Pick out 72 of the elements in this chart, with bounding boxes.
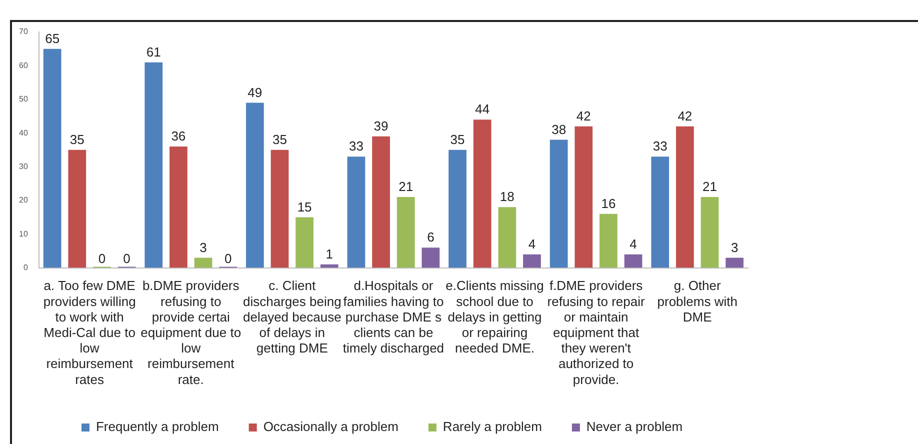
y-tick-label: 40 (18, 128, 28, 138)
x-tick-label: d.Hospitals or families having to purchase DME s clients can be timely discharged (342, 278, 444, 356)
legend-label: Occasionally a problem (263, 419, 398, 434)
bar (676, 126, 694, 268)
data-label: 44 (475, 102, 490, 117)
data-label: 18 (500, 189, 514, 204)
data-label: 39 (374, 118, 388, 134)
data-label: 1 (326, 246, 333, 262)
data-label: 65 (45, 30, 60, 46)
bar (523, 254, 541, 268)
data-label: 6 (427, 230, 434, 245)
bar (170, 146, 188, 268)
data-label: 21 (398, 179, 414, 194)
y-tick-label: 60 (18, 60, 28, 70)
data-label: 49 (248, 84, 262, 100)
data-label: 4 (528, 236, 536, 252)
bar (194, 258, 212, 268)
x-tick-label: c. Client discharges being delayed because of delays in getting DME (242, 278, 342, 356)
data-label: 4 (630, 236, 637, 252)
data-label: 21 (702, 179, 717, 194)
data-label: 15 (297, 199, 312, 214)
data-label: 42 (576, 108, 591, 124)
bar (600, 214, 618, 268)
bar (550, 140, 568, 268)
bar (498, 207, 516, 268)
y-tick-label: 50 (18, 94, 28, 104)
x-tick-label: b.DME providers refusing to provide certai equipment due to low reimbursement rate. (140, 278, 242, 387)
data-label: 33 (652, 138, 668, 154)
bar (246, 102, 264, 268)
bar (448, 150, 466, 268)
y-tick-label: 30 (18, 162, 28, 171)
bar (700, 197, 719, 268)
bar (422, 248, 440, 268)
bar (396, 197, 415, 268)
bar (473, 120, 492, 268)
data-label: 38 (552, 122, 566, 137)
data-label: 36 (171, 128, 186, 144)
bar (372, 136, 390, 268)
data-label: 0 (224, 250, 232, 266)
legend-label: Never a problem (586, 419, 683, 434)
data-label: 0 (123, 250, 130, 266)
data-label: 16 (601, 196, 616, 211)
data-label: 42 (678, 108, 692, 124)
bar (651, 156, 670, 268)
data-label: 3 (730, 240, 738, 255)
y-tick-label: 0 (23, 263, 28, 272)
data-label: 35 (70, 132, 84, 147)
data-label: 35 (272, 132, 287, 147)
bar (347, 156, 366, 268)
y-tick-label: 70 (18, 27, 28, 36)
bar (43, 48, 62, 268)
legend-label: Rarely a problem (442, 419, 542, 434)
data-label: 61 (146, 44, 161, 60)
x-tick-label: a. Too few DME providers willing to work with Medi-Cal due to low reimbursement rates (43, 278, 136, 387)
x-tick-label: e.Clients missing school due to delays in getting or repairing needed DME. (446, 278, 544, 356)
bar (144, 62, 163, 268)
y-tick-label: 20 (18, 196, 28, 205)
bar (320, 264, 338, 268)
bar (68, 150, 86, 268)
bar (270, 150, 289, 268)
x-tick-label: g. Other problems with DME (657, 278, 738, 324)
data-label: 35 (450, 132, 465, 147)
data-label: 33 (348, 138, 364, 154)
bar (726, 258, 744, 268)
bar (624, 254, 642, 268)
data-label: 0 (98, 250, 106, 266)
y-tick-label: 10 (18, 229, 28, 238)
legend-label: Frequently a problem (96, 419, 219, 434)
bar (574, 126, 593, 268)
x-tick-label: f.DME providers refusing to repair or maintain equipment that they weren't authorized to provide. (547, 278, 646, 387)
bar (296, 217, 314, 268)
data-label: 3 (200, 240, 207, 255)
